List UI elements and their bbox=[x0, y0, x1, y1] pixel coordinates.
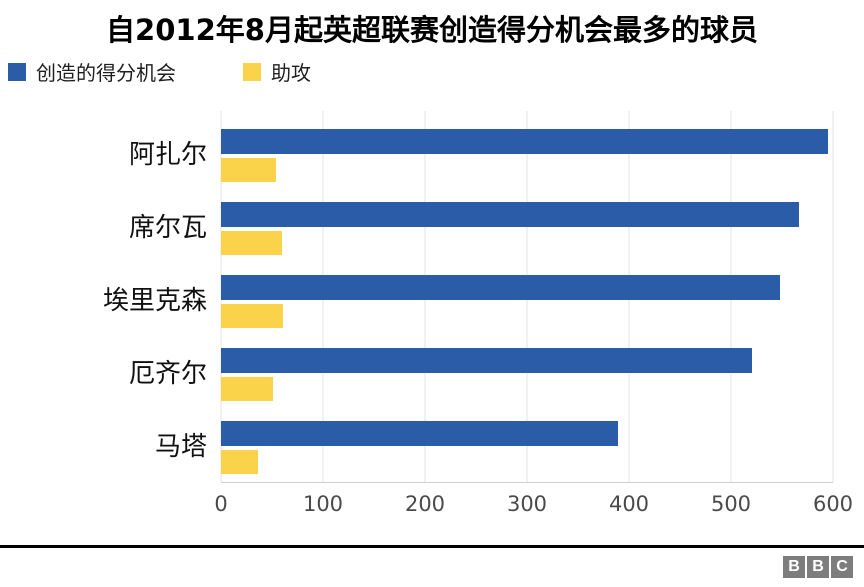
legend-item-assists: 助攻 bbox=[243, 57, 311, 86]
category-label: 马塔 bbox=[154, 432, 207, 463]
bar-group: 席尔瓦 bbox=[0, 202, 864, 255]
x-tick-label-200: 200 bbox=[404, 492, 446, 516]
bar-group: 埃里克森 bbox=[0, 275, 864, 328]
bar-assists bbox=[221, 450, 258, 474]
bar-group: 阿扎尔 bbox=[0, 129, 864, 182]
bar-chart: 阿扎尔席尔瓦埃里克森厄齐尔马塔 0 100 200 300 400 500 600 bbox=[0, 111, 864, 523]
chart-page: 自2012年8月起英超联赛创造得分机会最多的球员 创造的得分机会 助攻 阿扎尔席… bbox=[0, 12, 864, 578]
legend-label-assists: 助攻 bbox=[271, 61, 311, 85]
plot-area: 阿扎尔席尔瓦埃里克森厄齐尔马塔 bbox=[0, 111, 864, 483]
bar-chances-created bbox=[221, 421, 618, 446]
bar-pair bbox=[221, 202, 833, 255]
bar-pair bbox=[221, 275, 833, 328]
legend-label-chances-created: 创造的得分机会 bbox=[36, 61, 176, 85]
category-label: 阿扎尔 bbox=[128, 140, 207, 171]
legend-item-chances-created: 创造的得分机会 bbox=[8, 57, 176, 86]
x-tick-label-500: 500 bbox=[710, 492, 752, 516]
category-label: 厄齐尔 bbox=[128, 359, 207, 390]
legend-swatch-yellow bbox=[243, 62, 261, 81]
category-label: 埃里克森 bbox=[102, 286, 207, 317]
bar-assists bbox=[221, 158, 277, 182]
bar-chances-created bbox=[221, 275, 780, 300]
bar-group: 马塔 bbox=[0, 421, 864, 474]
bar-pair bbox=[221, 421, 833, 474]
bar-group: 厄齐尔 bbox=[0, 348, 864, 401]
x-tick-label-100: 100 bbox=[302, 492, 344, 516]
bar-chances-created bbox=[221, 129, 828, 154]
x-axis: 0 100 200 300 400 500 600 bbox=[214, 483, 853, 523]
bar-pair bbox=[221, 348, 833, 401]
category-label: 席尔瓦 bbox=[128, 213, 207, 244]
x-tick-label-400: 400 bbox=[608, 492, 650, 516]
bar-chances-created bbox=[221, 348, 753, 373]
bbc-logo-block: B bbox=[807, 556, 829, 578]
bar-assists bbox=[221, 377, 274, 401]
bar-assists bbox=[221, 231, 283, 255]
bbc-logo-block: B bbox=[783, 556, 805, 578]
x-tick-label-600: 600 bbox=[812, 492, 854, 516]
chart-title: 自2012年8月起英超联赛创造得分机会最多的球员 bbox=[106, 13, 758, 47]
bar-chances-created bbox=[221, 202, 800, 227]
bbc-logo-block: C bbox=[831, 556, 853, 578]
bar-pair bbox=[221, 129, 833, 182]
gridline-600 bbox=[832, 111, 834, 482]
x-tick-label-300: 300 bbox=[506, 492, 548, 516]
footer-divider bbox=[0, 545, 864, 548]
legend-swatch-blue bbox=[8, 62, 26, 81]
legend: 创造的得分机会 助攻 bbox=[8, 57, 864, 86]
bar-rows: 阿扎尔席尔瓦埃里克森厄齐尔马塔 bbox=[0, 129, 864, 474]
x-tick-label-0: 0 bbox=[214, 492, 228, 516]
bar-assists bbox=[221, 304, 284, 328]
